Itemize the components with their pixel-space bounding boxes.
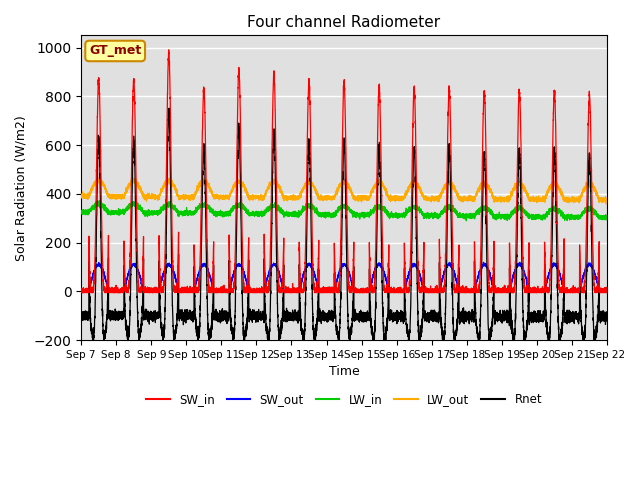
Legend: SW_in, SW_out, LW_in, LW_out, Rnet: SW_in, SW_out, LW_in, LW_out, Rnet — [141, 388, 547, 410]
X-axis label: Time: Time — [329, 365, 360, 378]
Title: Four channel Radiometer: Four channel Radiometer — [248, 15, 440, 30]
Text: GT_met: GT_met — [89, 45, 141, 58]
Y-axis label: Solar Radiation (W/m2): Solar Radiation (W/m2) — [15, 115, 28, 261]
